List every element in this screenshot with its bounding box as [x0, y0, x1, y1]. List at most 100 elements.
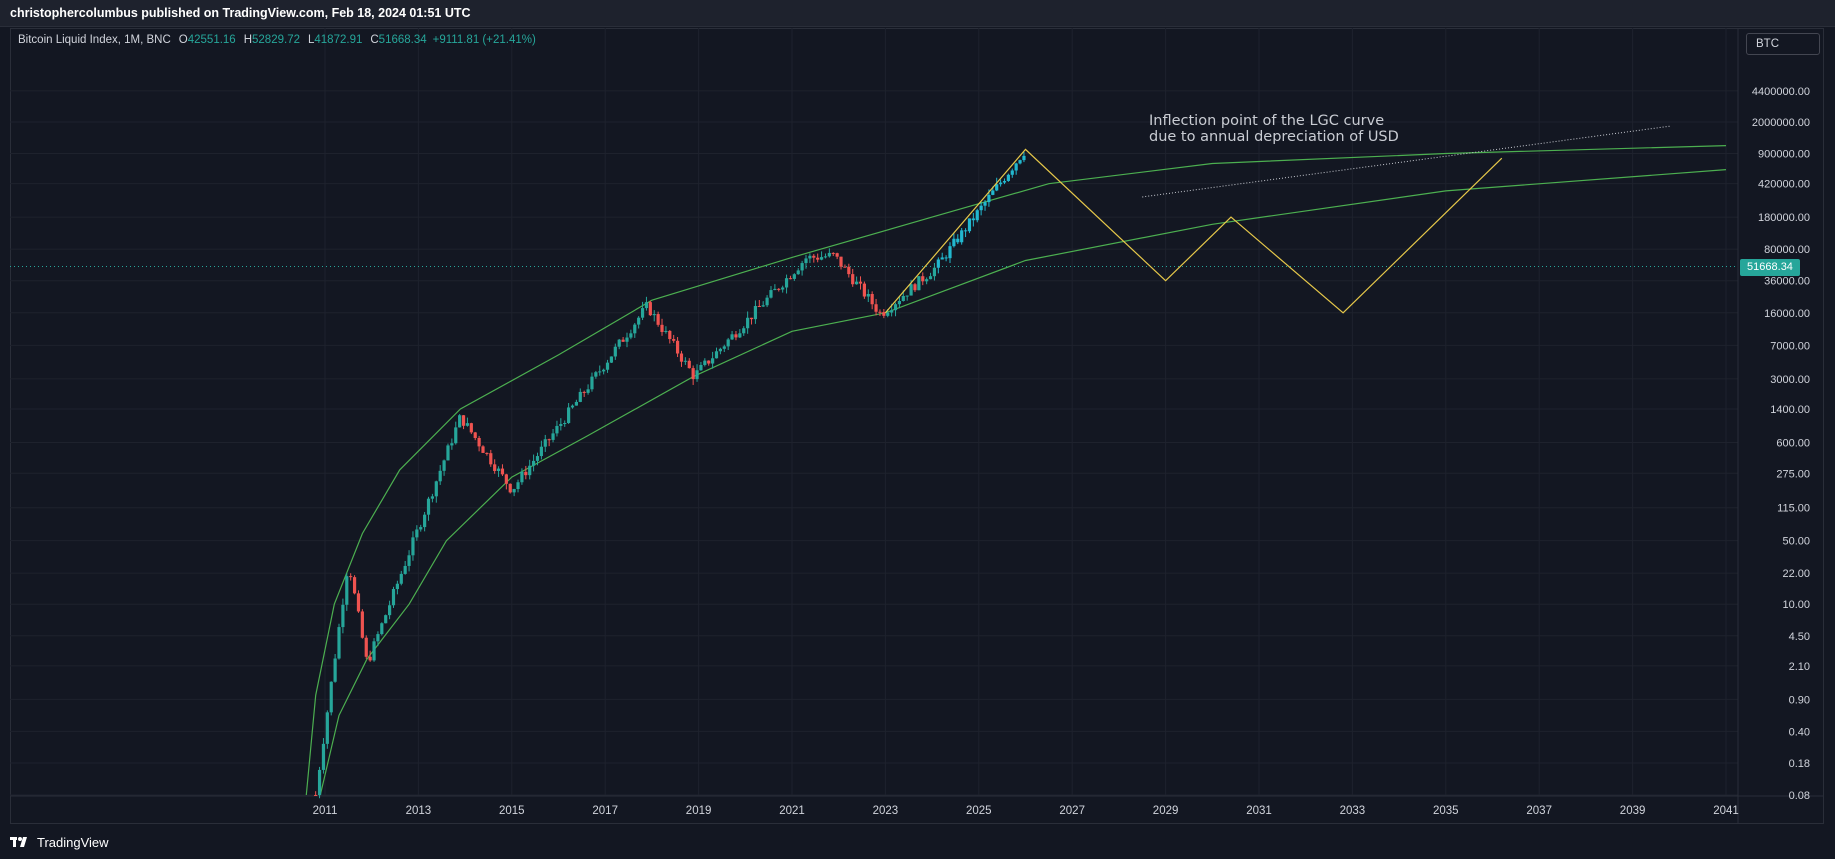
- candle: [773, 284, 777, 291]
- candle: [816, 253, 820, 263]
- price-tick-label: 2000000.00: [1752, 117, 1810, 129]
- candle: [329, 681, 333, 716]
- candle: [819, 251, 824, 261]
- candle: [839, 256, 843, 270]
- symbol-selector-button[interactable]: BTC: [1746, 33, 1820, 55]
- candle: [882, 308, 886, 319]
- projected-candle: [1018, 159, 1022, 165]
- candle: [516, 479, 520, 493]
- candle: [504, 473, 508, 490]
- time-tick-label: 2019: [686, 805, 712, 817]
- candle-body: [360, 611, 364, 638]
- candle-body: [567, 407, 571, 424]
- time-tick-label: 2013: [406, 805, 432, 817]
- candle: [446, 443, 450, 461]
- chart-frame[interactable]: [10, 28, 1824, 824]
- candle: [500, 464, 505, 476]
- candle-body: [948, 246, 952, 259]
- price-tick-label: 600.00: [1776, 437, 1810, 449]
- candle-body: [804, 258, 808, 264]
- candle: [399, 570, 403, 586]
- candle: [625, 332, 629, 348]
- candle-body: [458, 415, 462, 428]
- candle: [808, 253, 812, 264]
- candle: [917, 276, 921, 291]
- candle-body: [851, 274, 855, 285]
- candle-body: [722, 346, 726, 349]
- candle-body: [473, 432, 477, 438]
- candle: [621, 337, 625, 342]
- candle: [897, 296, 902, 309]
- candle: [551, 428, 555, 443]
- candle: [419, 524, 423, 532]
- candle-body: [757, 306, 761, 308]
- candle-body: [516, 482, 520, 490]
- lgc-upper-curve: [305, 145, 1727, 796]
- price-tick-label: 1400.00: [1770, 404, 1810, 416]
- candle: [337, 623, 341, 660]
- candle-body: [621, 339, 625, 342]
- candle: [594, 370, 598, 379]
- candle: [372, 638, 376, 662]
- candle: [765, 295, 769, 308]
- candle-body: [761, 305, 765, 307]
- candle: [520, 468, 524, 485]
- candle-body: [640, 308, 645, 318]
- candle-body: [960, 230, 964, 243]
- projected-candle: [967, 218, 972, 234]
- candle-body: [921, 276, 925, 282]
- price-tick-label: 80000.00: [1764, 244, 1810, 256]
- publish-header: christophercolumbus published on Trading…: [0, 0, 1835, 27]
- candle: [407, 550, 411, 572]
- tradingview-brand[interactable]: TradingView: [10, 832, 109, 852]
- candle: [512, 488, 516, 497]
- price-tick-label: 0.18: [1789, 758, 1810, 770]
- chart-grid: [10, 28, 1738, 796]
- candle-body: [913, 284, 917, 291]
- candle: [925, 277, 929, 285]
- candle-body: [800, 263, 804, 271]
- candle: [913, 282, 917, 292]
- candle-body: [547, 439, 551, 441]
- candle: [465, 417, 470, 427]
- candle: [567, 403, 571, 424]
- candle-body: [625, 337, 629, 342]
- candle: [563, 420, 567, 427]
- candle-body: [940, 257, 944, 260]
- projected-candle: [956, 234, 960, 245]
- candle: [450, 438, 454, 450]
- candle-body: [1006, 174, 1010, 181]
- candles: [314, 151, 1026, 799]
- candle: [703, 358, 707, 367]
- candle: [812, 254, 816, 263]
- legend-open: 42551.16: [187, 34, 236, 46]
- candle-body: [819, 257, 824, 260]
- candle-body: [380, 623, 384, 635]
- candle-body: [788, 278, 793, 280]
- time-tick-label: 2027: [1059, 805, 1085, 817]
- candle: [364, 635, 368, 659]
- candle-body: [528, 465, 532, 476]
- time-tick-label: 2021: [779, 805, 805, 817]
- zigzag-projection: [884, 148, 1503, 314]
- candle-body: [489, 453, 493, 465]
- candle: [742, 326, 746, 336]
- candle-body: [925, 279, 929, 282]
- candle-body: [345, 576, 349, 605]
- candle: [691, 365, 695, 385]
- candle: [796, 268, 800, 275]
- candle-body: [438, 470, 442, 482]
- price-tick-label: 10.00: [1782, 599, 1810, 611]
- candle-body: [773, 288, 777, 291]
- candle-body: [905, 295, 909, 297]
- candle-body: [944, 257, 948, 259]
- candle: [827, 248, 831, 258]
- candle-body: [952, 238, 956, 247]
- candle-body: [738, 333, 742, 338]
- candle: [722, 344, 726, 353]
- time-tick-label: 2029: [1153, 805, 1179, 817]
- candle-body: [831, 252, 835, 254]
- projected-candle: [998, 179, 1003, 187]
- candle: [368, 650, 372, 662]
